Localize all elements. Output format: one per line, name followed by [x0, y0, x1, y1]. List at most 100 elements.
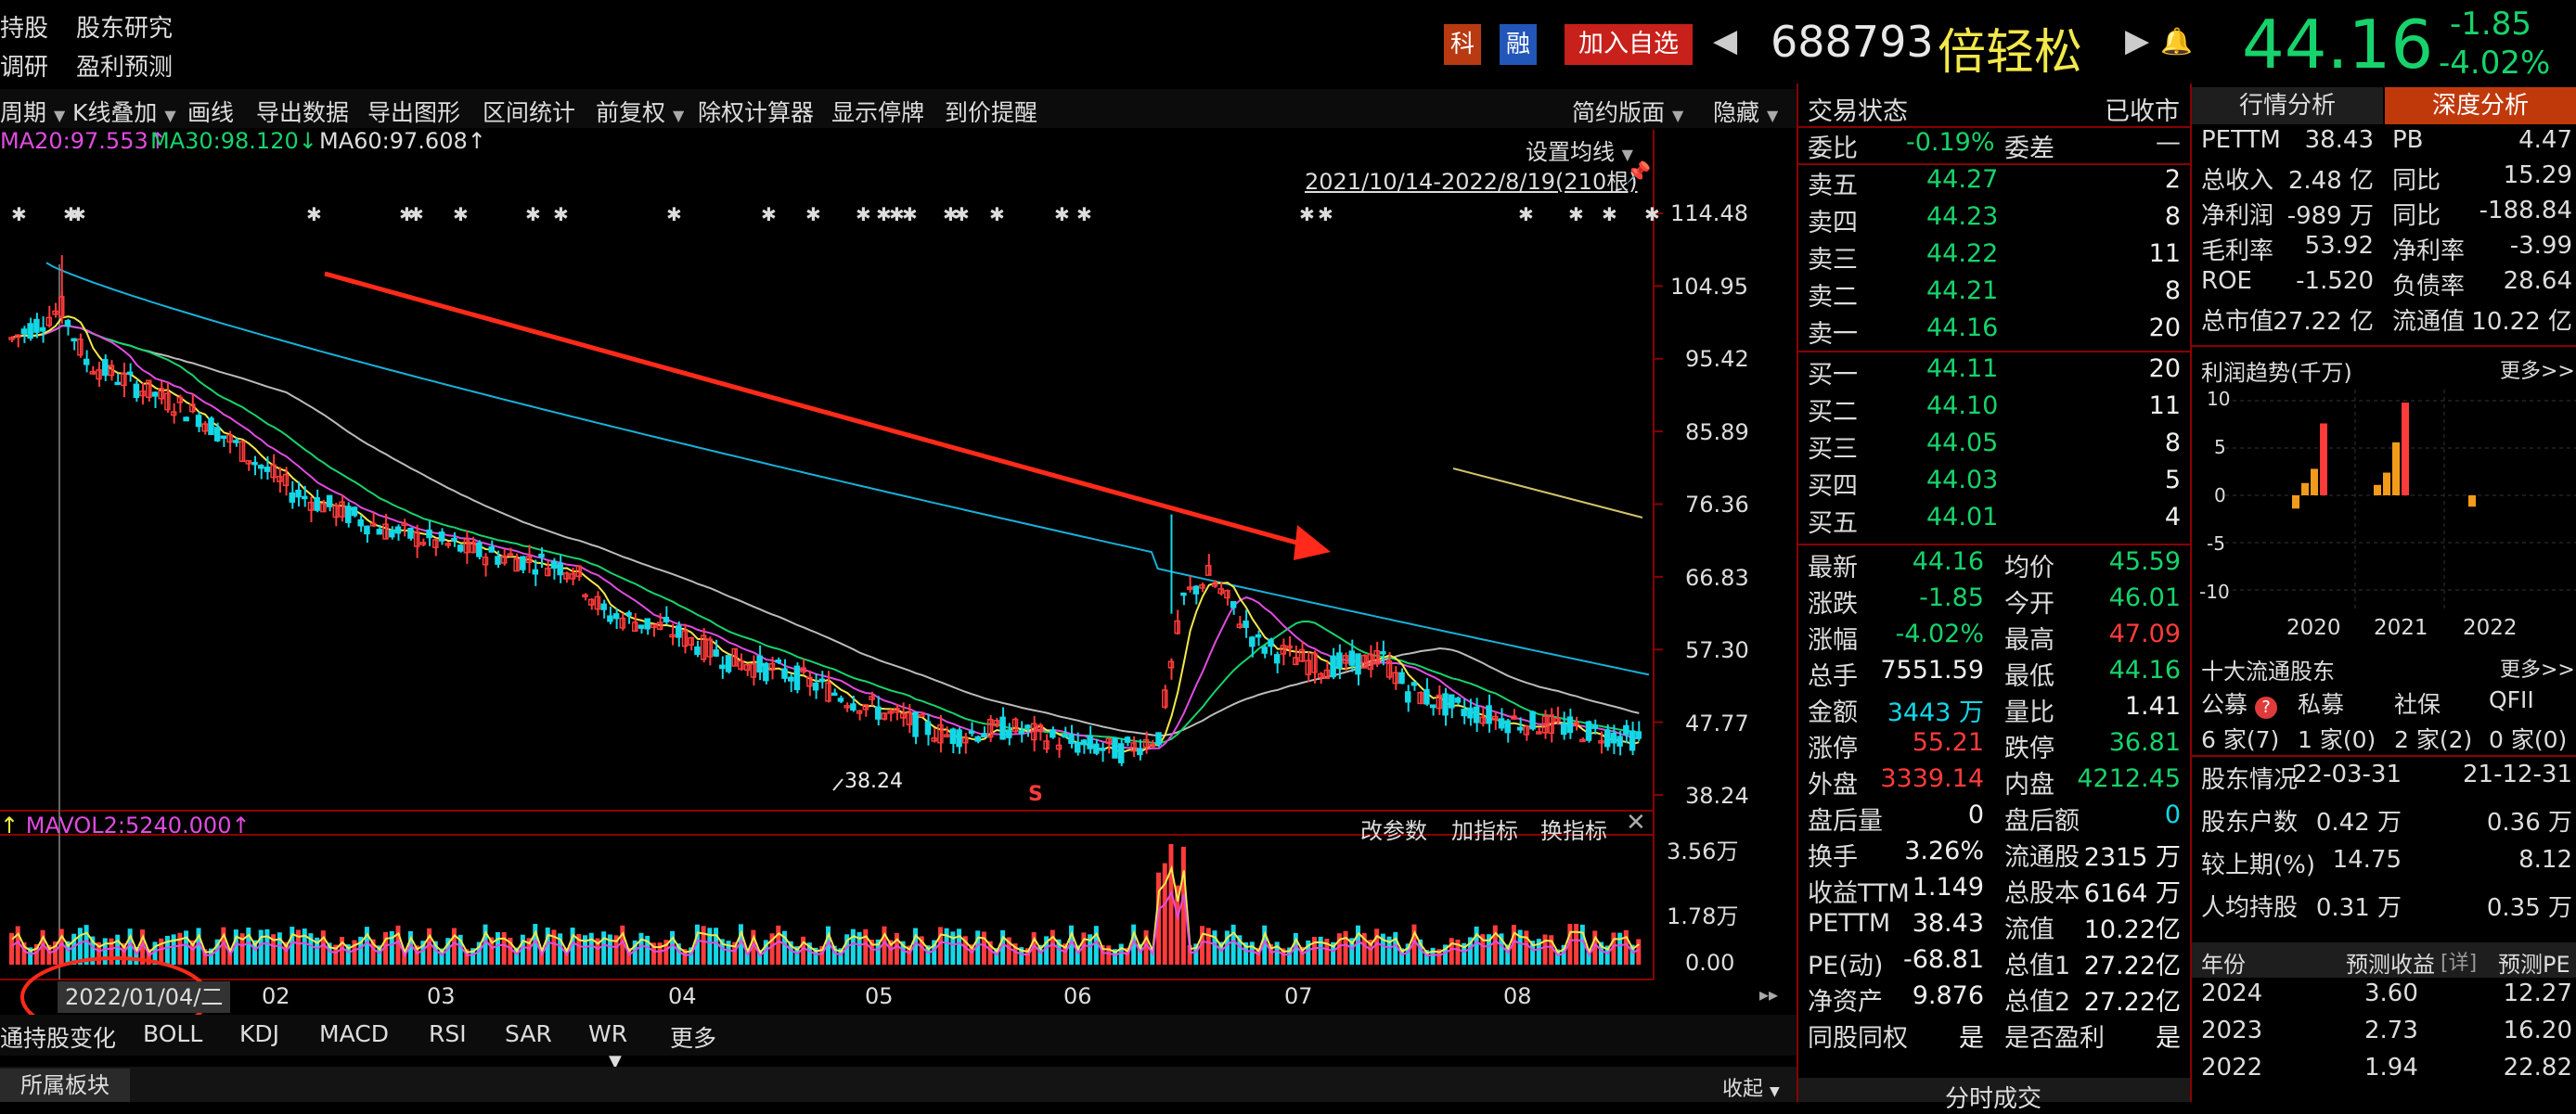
- scroll-right-icon[interactable]: ▸▸: [1759, 983, 1779, 1005]
- volume-bar: [65, 941, 71, 965]
- toolbar-exright-calc[interactable]: 除权计算器: [698, 99, 815, 126]
- bell-icon[interactable]: 🔔: [2160, 26, 2193, 57]
- tab-kdj[interactable]: KDJ: [239, 1020, 280, 1047]
- candle-body: [1224, 589, 1230, 599]
- sector-tab[interactable]: 所属板块: [0, 1069, 130, 1102]
- svg-text:✱: ✱: [989, 203, 1005, 225]
- close-indicator-icon[interactable]: ✕: [1626, 809, 1646, 837]
- volume-bar: [794, 946, 800, 965]
- volume-bar: [588, 932, 594, 965]
- collapse-button[interactable]: 收起 ▼: [1722, 1078, 1780, 1101]
- candle-body: [8, 337, 15, 340]
- toolbar-hide[interactable]: 隐藏 ▼: [1713, 99, 1779, 126]
- volume-bar: [838, 948, 844, 965]
- candle-body: [432, 539, 439, 548]
- holder-type-public-fund[interactable]: 公募 ?: [2201, 686, 2277, 720]
- volume-bar: [134, 947, 139, 965]
- tab-market-analysis[interactable]: 行情分析: [2192, 87, 2383, 124]
- holder-type-qfii[interactable]: QFII: [2489, 686, 2534, 713]
- volume-bar: [102, 938, 108, 965]
- top-holders-more-link[interactable]: 更多>>: [2500, 659, 2575, 682]
- volume-bar: [663, 940, 669, 965]
- svg-text:✱: ✱: [1299, 203, 1315, 225]
- menu-shareholder-research[interactable]: 股东研究: [76, 15, 174, 43]
- volume-bar: [1380, 933, 1385, 965]
- candle-body: [650, 623, 657, 629]
- toolbar-price-alert[interactable]: 到价提醒: [945, 99, 1038, 126]
- bid-row: 买三 44.05 8: [1808, 429, 2181, 464]
- candle-body: [376, 529, 383, 535]
- volume-bar: [377, 945, 382, 965]
- tick-trades-tab[interactable]: 分时成交: [1945, 1085, 2042, 1113]
- toolbar-show-halt[interactable]: 显示停牌: [831, 99, 925, 126]
- candle-body: [488, 545, 496, 553]
- candle-body: [582, 594, 588, 598]
- candle-body: [1323, 669, 1331, 679]
- volume-bar: [1418, 939, 1423, 965]
- toolbar-forward-adjust[interactable]: 前复权 ▼: [596, 99, 685, 126]
- candle-body: [856, 710, 863, 714]
- volume-bar: [345, 944, 351, 965]
- candle-body: [1105, 737, 1113, 745]
- candle-body: [1461, 709, 1467, 717]
- volume-bar: [607, 934, 612, 965]
- ma250-segment: [1452, 467, 1643, 519]
- next-stock-icon[interactable]: ▶: [2125, 22, 2150, 59]
- add-indicator-button[interactable]: 加指标: [1451, 818, 1518, 844]
- tab-sar[interactable]: SAR: [505, 1020, 552, 1047]
- toolbar-range-stats[interactable]: 区间统计: [483, 99, 576, 126]
- tab-deep-analysis[interactable]: 深度分析: [2385, 87, 2576, 124]
- toolbar-draw[interactable]: 画线: [187, 99, 235, 126]
- prev-stock-icon[interactable]: ◀: [1713, 22, 1738, 59]
- volume-bar: [283, 941, 289, 965]
- candle-body: [1043, 740, 1050, 750]
- toolbar-period[interactable]: 周期 ▼: [0, 99, 66, 126]
- toolbar-simple-layout[interactable]: 简约版面 ▼: [1572, 99, 1684, 126]
- add-watchlist-button[interactable]: 加入自选: [1565, 24, 1693, 65]
- volume-bar: [732, 941, 738, 965]
- toolbar-export-image[interactable]: 导出图形: [367, 99, 461, 126]
- volume-bar: [1088, 934, 1093, 965]
- tab-more[interactable]: 更多: [670, 1025, 717, 1052]
- candle-body: [339, 501, 345, 518]
- volume-bar: [1474, 926, 1479, 965]
- forecast-detail-link[interactable]: [详]: [2441, 952, 2478, 975]
- candle-body: [146, 379, 152, 399]
- collapse-arrow-icon[interactable]: ▼: [609, 1052, 622, 1071]
- candle-body: [108, 365, 115, 377]
- tab-wr[interactable]: WR: [588, 1020, 628, 1047]
- toolbar-kline-overlay[interactable]: K线叠加 ▼: [72, 99, 176, 126]
- candle-body: [600, 603, 607, 610]
- holder-type-private-fund[interactable]: 私募: [2298, 691, 2345, 718]
- profit-trend-more-link[interactable]: 更多>>: [2500, 360, 2575, 383]
- volume-bar: [1044, 936, 1050, 965]
- tab-boll[interactable]: BOLL: [143, 1020, 203, 1047]
- tab-holding-change[interactable]: 通持股变化: [0, 1025, 117, 1052]
- volume-bar: [420, 941, 426, 965]
- svg-text:✱: ✱: [306, 203, 322, 225]
- tab-rsi[interactable]: RSI: [429, 1020, 467, 1047]
- indicator-tab-bar: [0, 1015, 1797, 1056]
- menu-profit-forecast[interactable]: 盈利预测: [76, 54, 174, 82]
- toolbar-export-data[interactable]: 导出数据: [256, 99, 350, 126]
- volume-bar: [258, 929, 264, 965]
- tab-macd[interactable]: MACD: [319, 1020, 389, 1047]
- menu-holdings[interactable]: 持股: [0, 15, 49, 43]
- edit-params-button[interactable]: 改参数: [1360, 818, 1427, 844]
- switch-indicator-button[interactable]: 换指标: [1540, 818, 1607, 844]
- volume-bar: [987, 941, 993, 965]
- menu-research[interactable]: 调研: [0, 54, 49, 82]
- month-label: 07: [1284, 983, 1313, 1009]
- candle-body: [1161, 689, 1168, 708]
- set-ma-button[interactable]: 设置均线 ▼: [1526, 139, 1633, 165]
- pin-icon[interactable]: 📌: [1626, 161, 1652, 185]
- candle-body: [1566, 716, 1574, 734]
- order-diff-value: —: [2156, 128, 2181, 157]
- holder-type-social-security[interactable]: 社保: [2394, 691, 2441, 718]
- candle-body: [1087, 735, 1093, 749]
- volume-bar: [1611, 932, 1616, 965]
- volume-bar: [1542, 934, 1548, 965]
- candle-body: [919, 713, 925, 718]
- volume-bar: [670, 930, 676, 965]
- candle-body: [307, 501, 315, 511]
